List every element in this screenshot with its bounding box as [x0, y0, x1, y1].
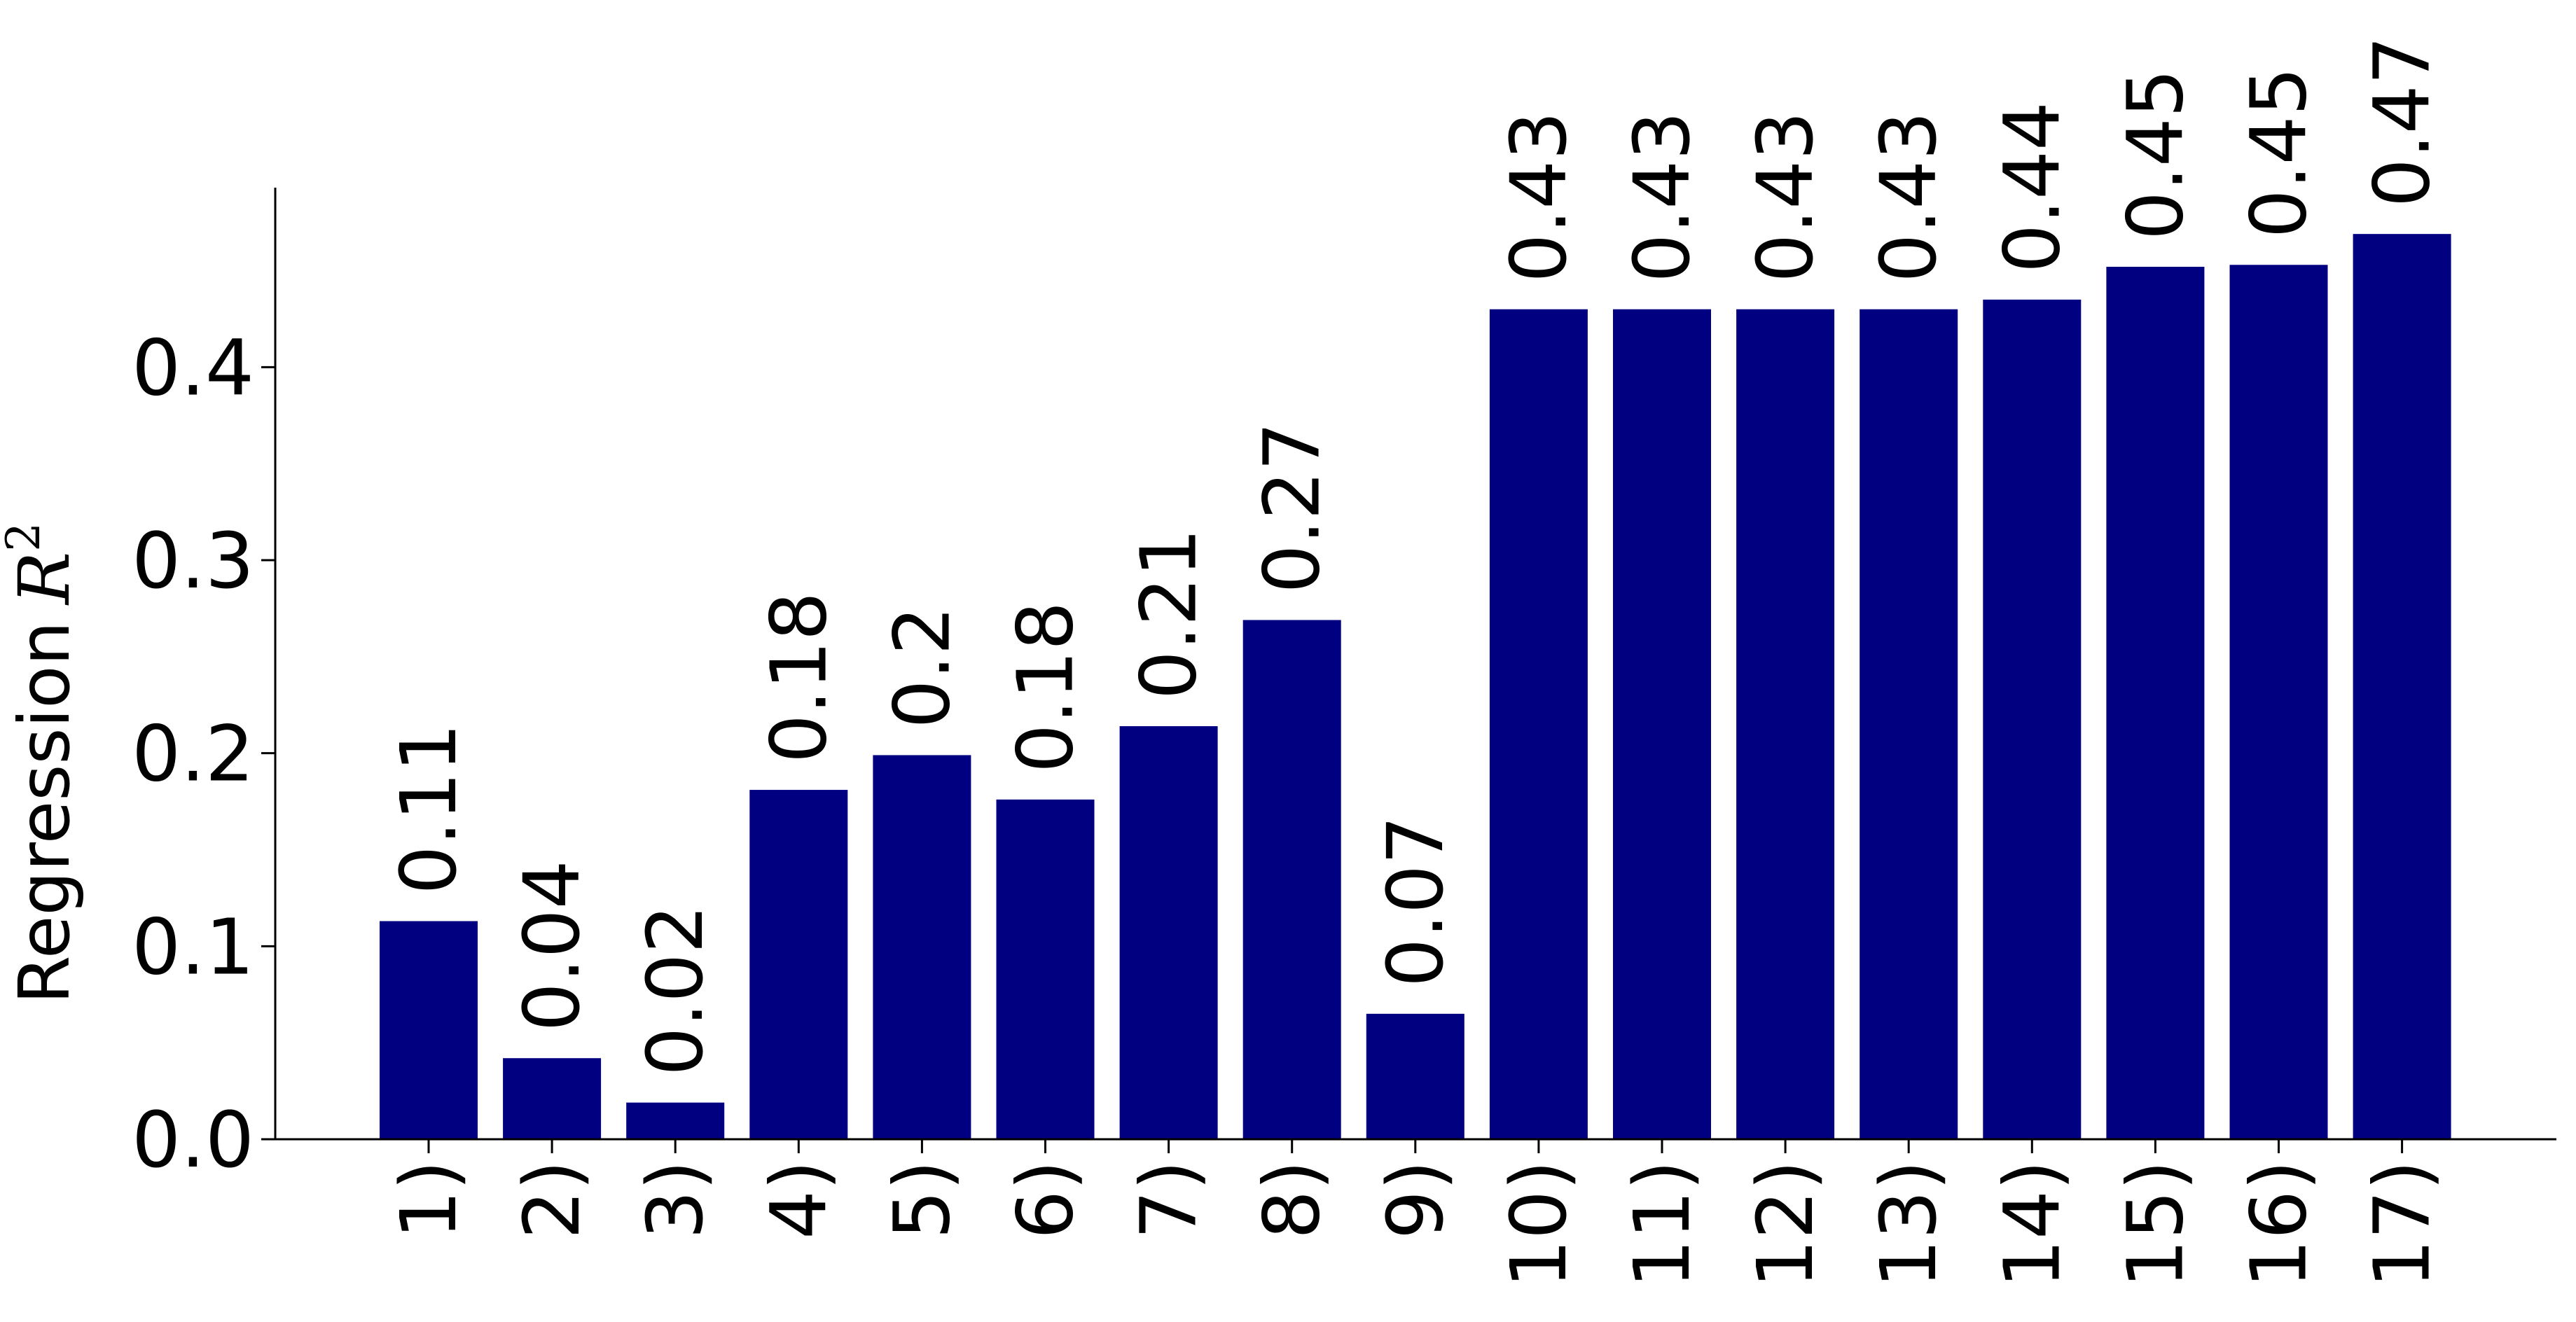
bar	[2106, 267, 2205, 1140]
bar	[1983, 299, 2082, 1140]
x-tick-label: 2)	[507, 1160, 597, 1239]
bar	[380, 921, 478, 1139]
x-tick-label: 17)	[2357, 1160, 2447, 1288]
y-axis-ticks: 0.0 0.1 0.2 0.3 0.4	[132, 323, 275, 1185]
bar-value-label: 0.47	[2357, 36, 2447, 207]
bar-value-label: 0.43	[1864, 111, 1953, 283]
bar-value-labels: 0.11 0.04 0.02 0.18 0.2 0.18 0.21 0.27 0.07 0.43 0…	[384, 36, 2447, 1076]
bars-group	[380, 234, 2451, 1140]
x-tick-label: 5)	[877, 1160, 967, 1239]
x-tick-label: 15)	[2110, 1160, 2200, 1288]
x-tick-label: 4)	[754, 1160, 843, 1239]
x-tick-label: 3)	[630, 1160, 720, 1239]
x-tick-label: 9)	[1371, 1160, 1460, 1239]
bar-value-label: 0.45	[2234, 67, 2324, 238]
bar	[749, 790, 848, 1139]
bar	[1736, 309, 1835, 1140]
bar	[626, 1102, 725, 1139]
bar	[1860, 309, 1958, 1140]
bar-value-label: 0.43	[1740, 111, 1830, 283]
bar-value-label: 0.21	[1124, 528, 1214, 700]
y-tick-label: 0.2	[132, 709, 254, 799]
bar	[1613, 309, 1711, 1140]
bar-value-label: 0.43	[1617, 111, 1707, 283]
bar	[1366, 1013, 1464, 1139]
bar	[1119, 726, 1218, 1139]
bar-value-label: 0.04	[507, 860, 597, 1031]
x-axis-ticks: 1) 2) 3) 4) 5) 6) 7) 8) 9) 10) 11) 12) 13) 14) 15) 16) 1…	[384, 1139, 2447, 1288]
y-axis-label-math: R	[4, 552, 85, 606]
bar	[2229, 265, 2328, 1140]
bar-value-label: 0.11	[384, 723, 473, 895]
bar	[996, 799, 1095, 1139]
bar	[2353, 234, 2451, 1139]
y-axis-label-text: Regression	[4, 621, 85, 1004]
bar-value-label: 0.2	[877, 606, 967, 729]
x-tick-label: 8)	[1247, 1160, 1337, 1239]
bar-value-label: 0.45	[2110, 69, 2200, 240]
bar	[1489, 309, 1588, 1140]
bar	[873, 755, 971, 1139]
x-tick-label: 7)	[1124, 1160, 1214, 1239]
x-tick-label: 16)	[2234, 1160, 2324, 1288]
x-tick-label: 10)	[1494, 1160, 1584, 1288]
bar-value-label: 0.02	[630, 905, 720, 1076]
x-tick-label: 13)	[1864, 1160, 1953, 1288]
x-tick-label: 1)	[384, 1160, 473, 1239]
x-tick-label: 14)	[1987, 1160, 2077, 1288]
x-tick-label: 12)	[1740, 1160, 1830, 1288]
y-tick-label: 0.0	[132, 1095, 254, 1185]
bar-value-label: 0.18	[1001, 601, 1090, 773]
bar	[503, 1058, 602, 1139]
bar-value-label: 0.07	[1371, 816, 1460, 987]
y-axis-label-exponent: 2	[0, 522, 50, 552]
bar-value-label: 0.43	[1494, 111, 1584, 283]
y-tick-label: 0.3	[132, 516, 254, 606]
bar	[1242, 620, 1341, 1139]
y-tick-label: 0.4	[132, 323, 254, 412]
y-tick-label: 0.1	[132, 902, 254, 992]
bar-value-label: 0.27	[1247, 422, 1337, 594]
bar-value-label: 0.44	[1987, 102, 2077, 273]
x-tick-label: 11)	[1617, 1160, 1707, 1288]
bar-value-label: 0.18	[754, 592, 843, 763]
x-tick-label: 6)	[1001, 1160, 1090, 1239]
y-axis-label: Regression R2	[0, 522, 85, 1004]
